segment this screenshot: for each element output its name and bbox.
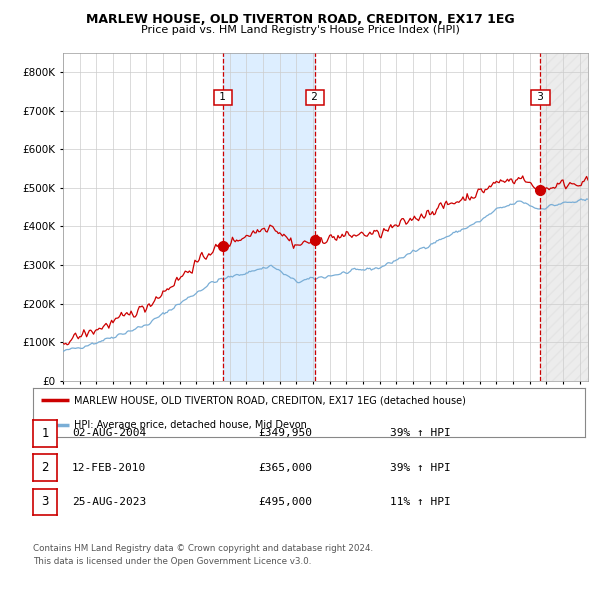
Text: HPI: Average price, detached house, Mid Devon: HPI: Average price, detached house, Mid …	[74, 419, 307, 430]
Text: 39% ↑ HPI: 39% ↑ HPI	[390, 463, 451, 473]
Text: Contains HM Land Registry data © Crown copyright and database right 2024.: Contains HM Land Registry data © Crown c…	[33, 545, 373, 553]
Text: 3: 3	[41, 495, 49, 509]
Text: Price paid vs. HM Land Registry's House Price Index (HPI): Price paid vs. HM Land Registry's House …	[140, 25, 460, 35]
Text: 1: 1	[216, 92, 229, 102]
Text: 25-AUG-2023: 25-AUG-2023	[72, 497, 146, 507]
Text: This data is licensed under the Open Government Licence v3.0.: This data is licensed under the Open Gov…	[33, 558, 311, 566]
Text: 12-FEB-2010: 12-FEB-2010	[72, 463, 146, 473]
Text: £365,000: £365,000	[258, 463, 312, 473]
Text: 2: 2	[41, 461, 49, 474]
Text: 3: 3	[534, 92, 547, 102]
Text: MARLEW HOUSE, OLD TIVERTON ROAD, CREDITON, EX17 1EG (detached house): MARLEW HOUSE, OLD TIVERTON ROAD, CREDITO…	[74, 395, 466, 405]
Text: 02-AUG-2004: 02-AUG-2004	[72, 428, 146, 438]
Text: 11% ↑ HPI: 11% ↑ HPI	[390, 497, 451, 507]
Text: £349,950: £349,950	[258, 428, 312, 438]
Bar	[223, 53, 315, 381]
Text: MARLEW HOUSE, OLD TIVERTON ROAD, CREDITON, EX17 1EG: MARLEW HOUSE, OLD TIVERTON ROAD, CREDITO…	[86, 13, 514, 26]
Text: £495,000: £495,000	[258, 497, 312, 507]
Bar	[541, 53, 588, 381]
Text: 1: 1	[41, 427, 49, 440]
Text: 2: 2	[308, 92, 322, 102]
Text: 39% ↑ HPI: 39% ↑ HPI	[390, 428, 451, 438]
